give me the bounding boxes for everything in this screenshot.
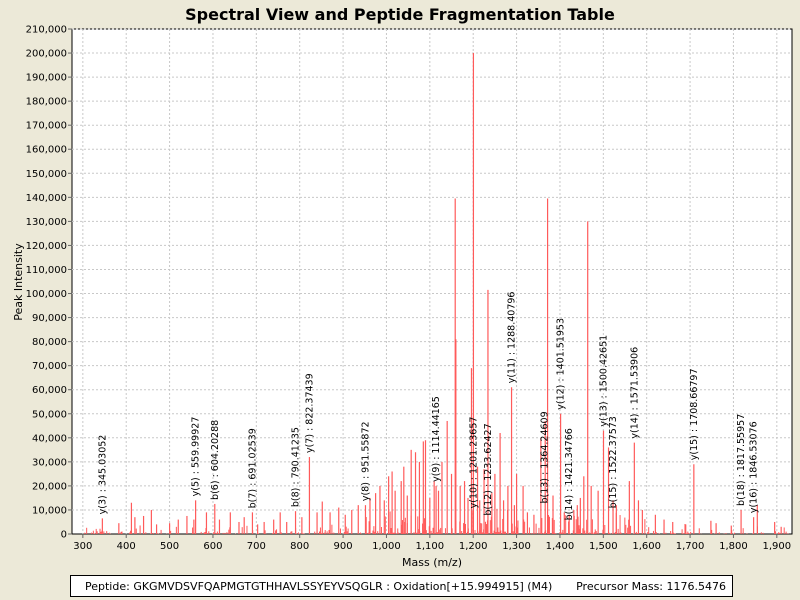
y-tick-label: 210,000 (26, 25, 67, 36)
x-tick-label: 800 (290, 541, 309, 552)
ion-label: b(7) : 691.02539 (247, 428, 258, 508)
x-axis-label: Mass (m/z) (402, 556, 462, 569)
ion-label: y(10) : 1201.23657 (469, 417, 480, 509)
ion-label: y(8) : 951.55872 (360, 421, 371, 501)
y-tick-label: 160,000 (26, 145, 67, 156)
peptide-sequence: Peptide: GKGMVDSVFQAPMGTGTHHAVLSSYEYVSQG… (85, 579, 553, 593)
y-tick-label: 50,000 (32, 409, 67, 420)
ion-label: b(6) : 604.20288 (210, 420, 221, 500)
y-tick-label: 150,000 (26, 169, 67, 180)
ion-label: y(3) : 345.03052 (97, 435, 108, 515)
x-tick-label: 600 (203, 541, 222, 552)
y-axis: 0 10,000 20,000 30,000 40,000 50,000 60,000 70,… (26, 25, 72, 541)
y-tick-label: 80,000 (32, 337, 67, 348)
x-tick-label: 1,700 (676, 541, 705, 552)
ion-label: b(18) : 1817.55957 (736, 414, 747, 506)
plot-area (71, 28, 793, 535)
x-tick-label: 1,000 (372, 541, 401, 552)
y-tick-label: 200,000 (26, 49, 67, 60)
chart-title: Spectral View and Peptide Fragmentation … (185, 5, 615, 24)
y-tick-label: 10,000 (32, 505, 67, 516)
ion-label: y(13) : 1500.42651 (599, 335, 610, 427)
ion-label: b(13) : 1364.24609 (539, 411, 550, 503)
y-tick-label: 30,000 (32, 457, 67, 468)
y-tick-label: 180,000 (26, 97, 67, 108)
x-tick-label: 900 (334, 541, 353, 552)
ion-label: y(14) : 1571.53906 (629, 347, 640, 439)
ion-label: b(14) : 1421.34766 (564, 428, 575, 520)
x-tick-label: 300 (73, 541, 92, 552)
y-tick-label: 120,000 (26, 241, 67, 252)
ion-label: y(9) : 1114.44165 (431, 396, 442, 482)
x-tick-label: 400 (117, 541, 136, 552)
gridlines (72, 28, 792, 534)
y-tick-label: 110,000 (26, 265, 67, 276)
y-tick-label: 70,000 (32, 361, 67, 372)
ion-label: y(5) : 559.99927 (191, 417, 202, 497)
ion-label: b(8) : 790.41235 (291, 427, 302, 507)
ion-label: y(15) : 1708.66797 (689, 368, 700, 460)
y-tick-label: 140,000 (26, 193, 67, 204)
y-tick-label: 60,000 (32, 385, 67, 396)
peak-series (84, 53, 789, 534)
x-tick-label: 1,800 (719, 541, 748, 552)
x-tick-label: 1,300 (502, 541, 531, 552)
x-tick-label: 1,400 (546, 541, 575, 552)
x-axis: 300 400 500 600 700 800 900 1,000 1,100 1,200 1,30… (73, 534, 791, 552)
x-tick-label: 1,100 (416, 541, 445, 552)
precursor-mass: Precursor Mass: 1176.5476 (576, 579, 726, 593)
x-tick-label: 1,600 (632, 541, 661, 552)
y-tick-label: 20,000 (32, 481, 67, 492)
y-tick-label: 90,000 (32, 313, 67, 324)
x-tick-label: 1,200 (459, 541, 488, 552)
x-tick-label: 1,900 (762, 541, 791, 552)
x-tick-label: 700 (247, 541, 266, 552)
ion-label: b(15) : 1522.37573 (608, 416, 619, 508)
y-tick-label: 40,000 (32, 433, 67, 444)
ion-label: b(12) : 1233.62427 (483, 423, 494, 515)
y-tick-label: 100,000 (26, 289, 67, 300)
y-axis-label: Peak Intensity (12, 243, 25, 321)
ion-label: y(11) : 1288.40796 (507, 292, 518, 384)
y-tick-label: 0 (61, 530, 67, 541)
ion-annotations: y(3) : 345.03052 y(5) : 559.99927 b(6) : 6… (97, 292, 759, 521)
x-tick-label: 1,500 (589, 541, 618, 552)
y-tick-label: 170,000 (26, 121, 67, 132)
x-tick-label: 500 (160, 541, 179, 552)
spectrum-chart: Spectral View and Peptide Fragmentation … (12, 5, 793, 569)
ion-label: y(16) : 1846.53076 (749, 421, 760, 513)
peptide-info-box: Peptide: GKGMVDSVFQAPMGTGTHHAVLSSYEYVSQG… (70, 575, 733, 597)
y-tick-label: 130,000 (26, 217, 67, 228)
y-tick-label: 190,000 (26, 73, 67, 84)
ion-label: y(12) : 1401.51953 (556, 318, 567, 410)
ion-label: y(7) : 822.37439 (304, 373, 315, 453)
